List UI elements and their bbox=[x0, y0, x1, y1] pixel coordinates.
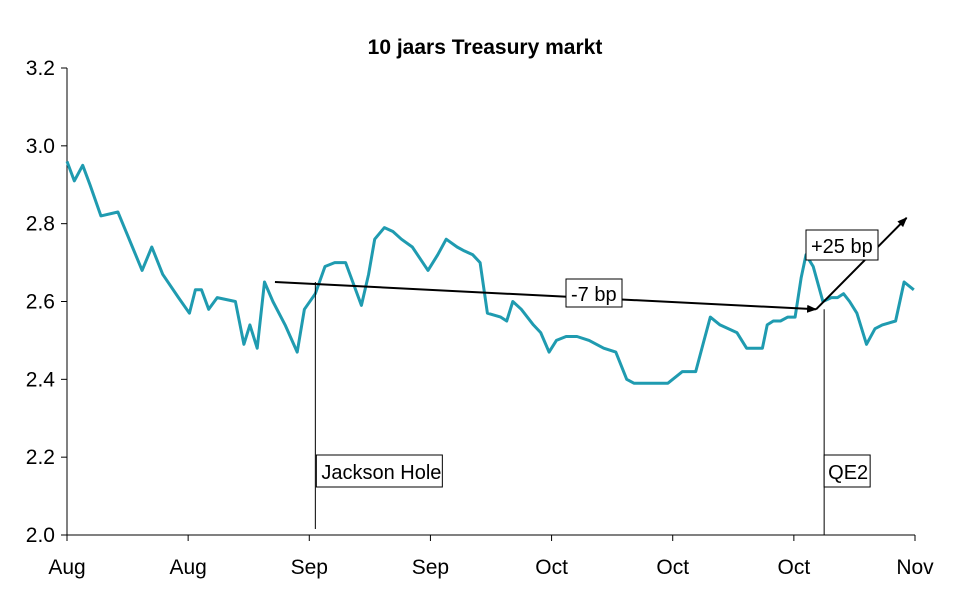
x-tick-label: Oct bbox=[778, 556, 811, 579]
y-tick-label: 2.6 bbox=[26, 291, 55, 314]
x-tick-label: Sep bbox=[412, 556, 449, 579]
y-tick-label: 2.8 bbox=[26, 213, 55, 236]
plus25-label-box bbox=[805, 229, 879, 261]
x-tick-label: Sep bbox=[291, 556, 328, 579]
qe2-label: QE2 bbox=[828, 462, 868, 484]
jackson-hole-label: Jackson Hole bbox=[321, 462, 441, 484]
x-tick-label: Aug bbox=[48, 556, 85, 579]
minus7-arrow bbox=[274, 281, 818, 313]
plus25-label: +25 bp bbox=[811, 236, 873, 258]
minus7-label-box bbox=[565, 278, 623, 308]
y-tick-label: 2.0 bbox=[26, 524, 55, 547]
minus7-label: -7 bp bbox=[571, 284, 617, 306]
y-tick-label: 2.4 bbox=[26, 368, 56, 391]
x-tick-label: Nov bbox=[896, 556, 934, 579]
series-line-10y-treasury bbox=[65, 160, 915, 385]
y-tick-label: 2.2 bbox=[26, 446, 55, 469]
y-tick-label: 3.2 bbox=[26, 57, 55, 80]
y-tick-label: 3.0 bbox=[26, 135, 55, 158]
x-tick-label: Oct bbox=[656, 556, 689, 579]
qe2-label-box bbox=[823, 454, 871, 488]
axes bbox=[66, 68, 915, 536]
x-tick-label: Oct bbox=[535, 556, 568, 579]
jackson-hole-label-box bbox=[315, 454, 443, 488]
y-ticks: 2.0 2.2 2.4 2.6 2.8 3.0 3.2 bbox=[26, 57, 67, 547]
chart-title: 10 jaars Treasury markt bbox=[368, 36, 603, 59]
x-ticks: Aug Aug Sep Sep Oct Oct Oct Nov bbox=[48, 535, 934, 579]
plus25-arrow bbox=[815, 217, 908, 310]
x-tick-label: Aug bbox=[169, 556, 206, 579]
